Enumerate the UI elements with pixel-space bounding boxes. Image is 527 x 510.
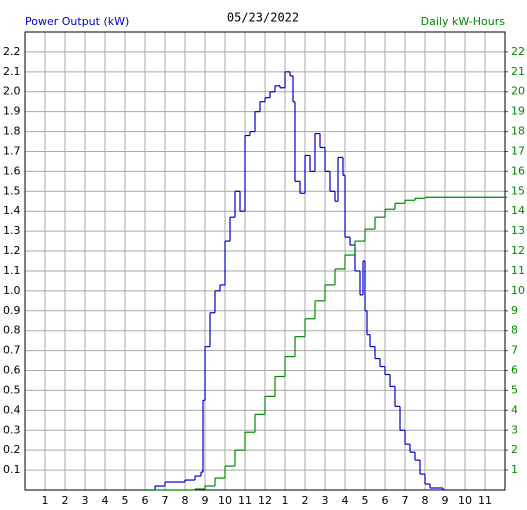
y2-tick-label: 15 — [511, 184, 525, 197]
step-riser — [194, 197, 426, 490]
y-tick-label: 2.2 — [3, 45, 21, 58]
y-tick-label: 1.0 — [3, 284, 21, 297]
x-tick-label: 10 — [218, 494, 232, 507]
y2-tick-label: 1 — [511, 463, 518, 476]
y-tick-label: 0.2 — [3, 443, 21, 456]
y2-tick-label: 10 — [511, 284, 525, 297]
y-axis-label: Power Output (kW) — [25, 15, 129, 28]
y-tick-label: 0.4 — [3, 403, 21, 416]
y2-tick-label: 2 — [511, 443, 518, 456]
x-tick-label: 10 — [458, 494, 472, 507]
y2-axis-label: Daily kW-Hours — [421, 15, 506, 28]
x-tick-label: 8 — [182, 494, 189, 507]
y-tick-label: 1.5 — [3, 184, 21, 197]
y-tick-label: 1.2 — [3, 244, 21, 257]
x-tick-label: 6 — [142, 494, 149, 507]
x-tick-label: 9 — [442, 494, 449, 507]
x-tick-label: 1 — [282, 494, 289, 507]
y2-tick-label: 11 — [511, 264, 525, 277]
y2-tick-label: 5 — [511, 383, 518, 396]
y-tick-label: 1.9 — [3, 105, 21, 118]
x-tick-label: 5 — [362, 494, 369, 507]
x-tick-label: 8 — [422, 494, 429, 507]
x-tick-label: 6 — [382, 494, 389, 507]
x-tick-label: 4 — [102, 494, 109, 507]
y2-tick-label: 16 — [511, 164, 525, 177]
y2-tick-label: 8 — [511, 324, 518, 337]
y2-tick-label: 14 — [511, 204, 525, 217]
y-tick-label: 0.8 — [3, 324, 21, 337]
x-tick-label: 7 — [162, 494, 169, 507]
y-tick-label: 1.8 — [3, 125, 21, 138]
y2-tick-label: 7 — [511, 344, 518, 357]
x-tick-label: 7 — [402, 494, 409, 507]
y-tick-label: 1.6 — [3, 164, 21, 177]
x-tick-label: 12 — [258, 494, 272, 507]
y2-tick-label: 17 — [511, 144, 525, 157]
y-tick-label: 0.6 — [3, 364, 21, 377]
y2-tick-label: 6 — [511, 364, 518, 377]
y2-tick-label: 12 — [511, 244, 525, 257]
x-tick-label: 3 — [322, 494, 329, 507]
x-tick-label: 2 — [62, 494, 69, 507]
y-tick-label: 0.5 — [3, 383, 21, 396]
x-tick-label: 11 — [238, 494, 252, 507]
y2-tick-label: 21 — [511, 65, 525, 78]
y2-tick-label: 19 — [511, 105, 525, 118]
y-tick-label: 2.0 — [3, 85, 21, 98]
x-tick-label: 11 — [478, 494, 492, 507]
x-tick-label: 2 — [302, 494, 309, 507]
y2-tick-label: 4 — [511, 403, 518, 416]
y2-tick-label: 20 — [511, 85, 525, 98]
y2-tick-label: 22 — [511, 45, 525, 58]
y-tick-label: 0.1 — [3, 463, 21, 476]
step-riser — [154, 71, 444, 490]
y-tick-label: 0.9 — [3, 304, 21, 317]
x-tick-label: 1 — [42, 494, 49, 507]
y-tick-label: 1.4 — [3, 204, 21, 217]
y2-tick-label: 13 — [511, 224, 525, 237]
y-tick-label: 2.1 — [3, 65, 21, 78]
x-tick-label: 5 — [122, 494, 129, 507]
plot-border — [24, 31, 506, 491]
y-tick-label: 0.3 — [3, 423, 21, 436]
y2-tick-label: 9 — [511, 304, 518, 317]
y-tick-label: 1.7 — [3, 144, 21, 157]
y-tick-label: 1.3 — [3, 224, 21, 237]
y2-tick-label: 3 — [511, 423, 518, 436]
chart-title: 05/23/2022 — [227, 11, 299, 25]
x-tick-label: 3 — [82, 494, 89, 507]
y-tick-label: 1.1 — [3, 264, 21, 277]
x-tick-label: 9 — [202, 494, 209, 507]
y-tick-label: 0.7 — [3, 344, 21, 357]
x-tick-label: 4 — [342, 494, 349, 507]
y2-tick-label: 18 — [511, 125, 525, 138]
